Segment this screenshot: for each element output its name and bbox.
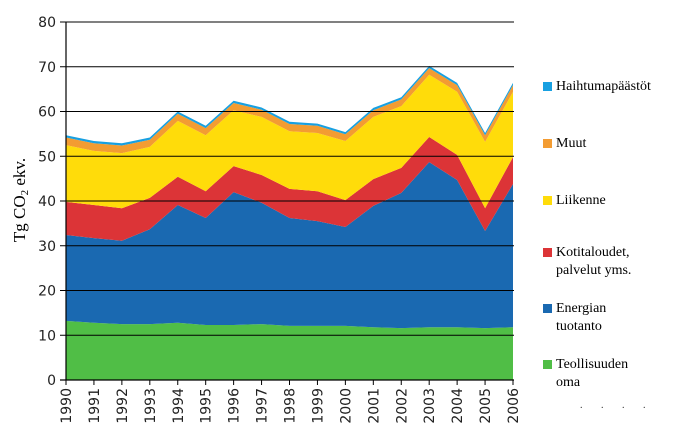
legend-swatch: [543, 139, 552, 148]
legend-item-teollisuuden-oma-energiantuotanto: Teollisuuden oma: [540, 356, 628, 392]
y-tick-label: 0: [47, 373, 56, 389]
x-tick-label: 1991: [87, 388, 103, 424]
x-tick-label: 2003: [422, 388, 438, 424]
legend-swatch: [543, 82, 552, 91]
legend-label: Energian tuotanto: [556, 301, 607, 334]
legend-swatch: [543, 248, 552, 257]
x-tick-label: 1997: [255, 388, 271, 424]
x-tick-label: 1999: [310, 388, 326, 424]
x-tick-label: 2000: [338, 388, 354, 424]
y-axis-title-prefix: Tg CO: [10, 195, 29, 242]
x-tick-label: 1996: [227, 388, 243, 424]
y-ticks: 0 10 20 30 40 50 60 70 80: [38, 15, 66, 389]
y-axis-title: Tg CO2 ekv.: [10, 158, 31, 242]
y-tick-label: 80: [38, 15, 56, 31]
legend-label: Muut: [556, 136, 587, 151]
x-tick-label: 2004: [450, 388, 466, 424]
legend-swatch: [543, 196, 552, 205]
area-layers: [66, 65, 513, 380]
x-tick-label: 2006: [506, 388, 522, 424]
x-tick-label: 1998: [283, 388, 299, 424]
y-axis-title-suffix: ekv.: [10, 158, 29, 190]
gridlines: [66, 21, 514, 336]
y-axis-title-subscript: 2: [19, 190, 31, 196]
legend-swatch: [543, 360, 552, 369]
x-tick-label: 1990: [59, 388, 75, 424]
legend-item-liikenne: Liikenne: [540, 192, 606, 210]
legend-label: Haihtumapäästöt: [556, 79, 651, 94]
y-tick-label: 50: [38, 149, 56, 165]
y-tick-label: 70: [38, 60, 56, 76]
x-ticks: 1990 1991 1992 1993 1994 1995 1996 1997 1998 1999…: [59, 380, 522, 424]
area-teollisuuden-oma-energiantuotanto: [66, 320, 513, 380]
y-tick-label: 20: [38, 284, 56, 300]
legend-item-energian-tuotanto: Energian tuotanto: [540, 300, 606, 336]
x-tick-label: 1995: [199, 388, 215, 424]
x-tick-label: 2001: [366, 388, 382, 424]
area-energian-tuotanto: [66, 162, 513, 329]
legend-label: Kotitaloudet, palvelut yms.: [556, 245, 632, 278]
legend-truncation-dots: . . . .: [580, 400, 654, 411]
x-tick-label: 1994: [171, 388, 187, 424]
x-tick-label: 2002: [394, 388, 410, 424]
area-liikenne: [66, 74, 513, 209]
x-tick-label: 1993: [143, 388, 159, 424]
legend-item-haihtumap-st-t: Haihtumapäästöt: [540, 78, 651, 96]
legend-item-muut: Muut: [540, 135, 586, 153]
legend-item-kotitaloudet-palvelut-yms: Kotitaloudet, palvelut yms.: [540, 244, 631, 280]
legend-label: Teollisuuden oma: [556, 357, 629, 390]
legend-swatch: [543, 304, 552, 313]
y-tick-label: 40: [38, 194, 56, 210]
x-tick-label: 1992: [115, 388, 131, 424]
legend-label: Liikenne: [556, 193, 606, 208]
y-tick-label: 60: [38, 105, 56, 121]
y-tick-label: 10: [38, 328, 56, 344]
y-tick-label: 30: [38, 239, 56, 255]
x-tick-label: 2005: [478, 388, 494, 424]
